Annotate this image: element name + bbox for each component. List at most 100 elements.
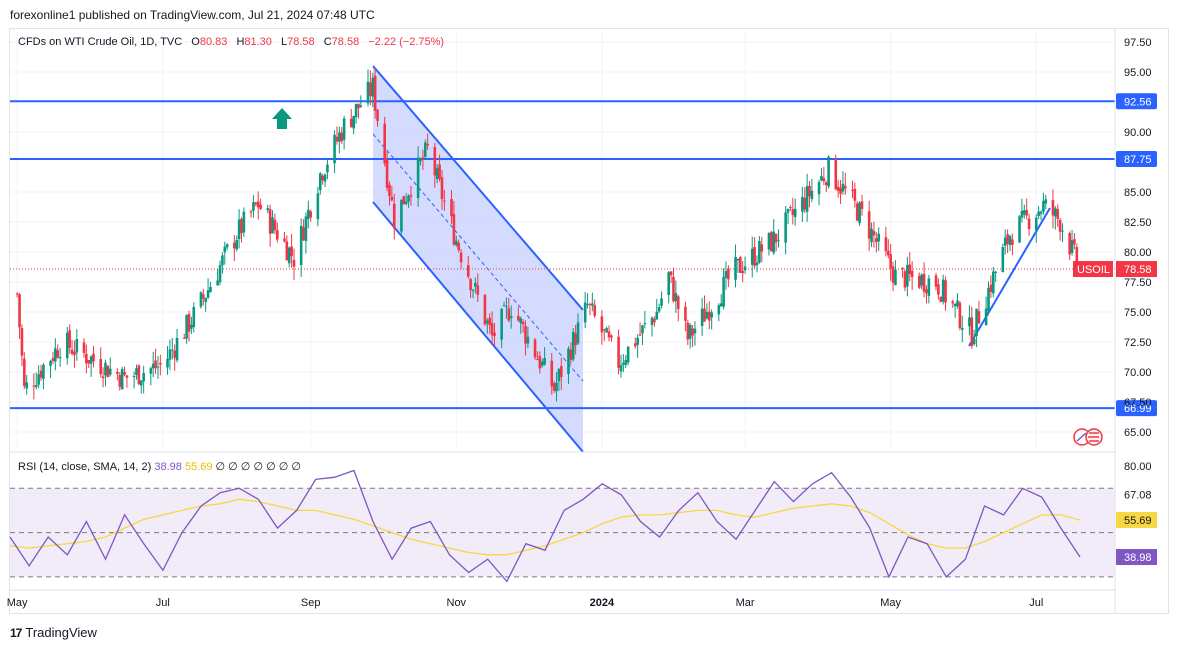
candle-body [137,365,141,385]
candle-body [591,303,594,306]
candle-body [538,356,542,369]
time-tick-label: Mar [736,597,755,609]
candle-body [151,363,155,369]
symbol-legend[interactable]: CFDs on WTI Crude Oil, 1D, TVC O80.83 H8… [18,36,444,48]
level-badge-label: 66.99 [1124,403,1152,415]
candle-body [739,257,742,273]
candle-body [385,159,389,188]
candle-body [867,211,871,239]
candle-body [383,123,386,164]
candle-body [221,255,224,266]
candle-body [187,313,191,332]
price-tick-label: 72.50 [1124,337,1152,349]
time-tick-label: May [880,597,901,609]
candle-body [691,328,694,336]
candle-body [753,246,756,266]
candle-body [307,209,310,219]
candle-body [390,196,394,201]
candle-body [206,290,210,298]
candle-body [667,272,671,296]
candle-body [173,350,176,358]
candle-body [760,244,764,252]
candle-body [1051,200,1055,216]
candle-body [1025,210,1028,216]
candle-body [650,317,654,325]
high-value: 81.30 [244,36,272,48]
chart-frame[interactable] [9,28,1169,614]
channel-lower-line[interactable] [372,201,584,453]
candle-body [388,184,391,197]
time-tick-label: Jul [156,597,170,609]
candle-body [960,327,964,330]
candle-body [1068,233,1071,255]
candle-body [454,240,458,245]
candle-body [734,257,737,280]
candle-body [519,318,523,324]
candle-body [54,348,57,362]
level-badge [1116,151,1157,167]
candle-body [803,197,807,210]
candles [15,68,1079,402]
candle-body [903,271,907,288]
candle-body [571,331,575,360]
candle-body [32,385,36,387]
sma-badge-label: 55.69 [1124,515,1152,527]
rsi-label[interactable]: RSI (14, close, SMA, 14, 2) [18,461,152,473]
candle-body [1044,199,1048,204]
candle-body [991,271,995,294]
candle-body [318,173,322,191]
candle-body [958,302,962,329]
level-badge-label: 92.56 [1124,96,1152,108]
candle-body [808,185,811,197]
candle-body [655,311,659,320]
candle-body [927,278,931,296]
symbol-name[interactable]: CFDs on WTI Crude Oil, 1D, TVC [18,36,183,48]
candle-body [118,375,122,387]
candle-body [507,308,511,321]
candle-body [225,244,229,248]
candle-body [844,185,847,189]
rsi-legend[interactable]: RSI (14, close, SMA, 14, 2) 38.98 55.69 … [18,460,301,473]
candle-body [820,175,823,181]
candle-body [159,362,162,365]
candle-body [101,376,105,379]
candle-body [509,316,513,319]
candle-body [891,266,895,283]
trendline-support[interactable] [968,207,1051,347]
candle-body [204,298,208,303]
candle-body [349,118,353,127]
candle-body [543,357,546,365]
candle-body [476,285,480,295]
candle-body [925,289,928,294]
candle-body [984,308,988,326]
price-badge-label: 78.58 [1124,264,1152,276]
footer-brand[interactable]: 17 TradingView [10,625,97,640]
candle-body [309,211,313,218]
rsi-legend-value: 38.98 [154,461,182,473]
candle-body [977,311,981,324]
candle-body [25,382,29,389]
candle-body [617,336,620,368]
candle-body [724,271,728,278]
candle-body [567,348,570,374]
candle-body [316,193,320,220]
candle-body [555,382,558,392]
candle-body [500,308,503,340]
candle-body [426,143,429,146]
candle-body [972,338,976,345]
candle-body [156,366,160,368]
candle-body [953,303,957,307]
candle-body [989,284,993,293]
candle-body [89,356,93,364]
horizontal-levels[interactable]: 92.56 87.75 66.99 [10,93,1157,417]
open-value: 80.83 [199,36,228,48]
candle-body [87,360,91,364]
candle-body [736,258,740,261]
candle-body [39,370,43,378]
candle-body [1039,211,1043,214]
price-tick-label: 67.50 [1124,397,1152,409]
candle-body [125,375,129,378]
candle-body [827,156,830,187]
candle-body [459,252,463,263]
